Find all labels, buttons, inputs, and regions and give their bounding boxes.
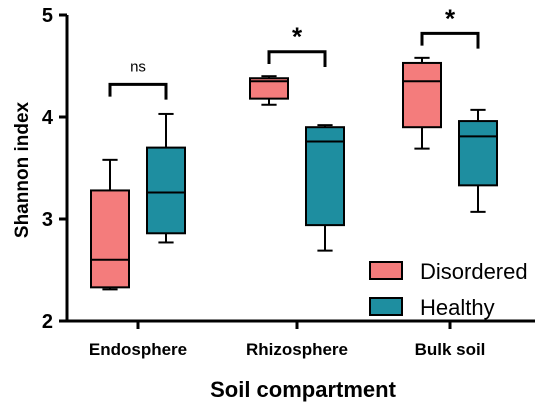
- significance-bracket: [108, 82, 168, 100]
- box-iqr: [305, 126, 345, 227]
- x-category-label: Endosphere: [89, 340, 187, 359]
- box-plots: [90, 56, 498, 291]
- y-tick-label: 3: [42, 209, 53, 231]
- box-healthy-2: [458, 108, 498, 213]
- y-tick-label: 5: [42, 5, 53, 27]
- legend-swatch-healthy: [369, 297, 403, 316]
- significance-bracket: [267, 50, 327, 68]
- significance-brackets: ns * *: [108, 3, 480, 100]
- box-disordered-2: [402, 56, 442, 150]
- x-axis-title: Soil compartment: [210, 377, 396, 402]
- legend-label-healthy: Healthy: [420, 295, 495, 320]
- y-axis-ticks: 2 3 4 5: [42, 5, 67, 333]
- box-disordered-1: [249, 75, 289, 106]
- legend-label-disordered: Disordered: [420, 259, 528, 284]
- legend: Disordered Healthy: [369, 259, 528, 320]
- box-iqr: [402, 61, 442, 129]
- box-iqr: [458, 120, 498, 187]
- significance-label: *: [445, 3, 456, 33]
- box-disordered-0: [90, 158, 130, 291]
- x-category-label: Bulk soil: [415, 340, 486, 359]
- box-iqr: [90, 189, 130, 289]
- x-axis-category-labels: Endosphere Rhizosphere Bulk soil: [89, 321, 486, 359]
- axes: [65, 15, 535, 323]
- significance-label: *: [292, 22, 303, 52]
- significance-bracket: [420, 31, 480, 49]
- box-healthy-1: [305, 124, 345, 252]
- box-iqr: [146, 146, 186, 235]
- significance-label: ns: [130, 58, 146, 75]
- y-axis-title: Shannon index: [12, 101, 33, 238]
- y-tick-label: 4: [42, 107, 54, 129]
- x-category-label: Rhizosphere: [246, 340, 348, 359]
- legend-swatch-disordered: [369, 261, 403, 280]
- y-tick-label: 2: [42, 311, 53, 333]
- box-iqr: [249, 77, 289, 100]
- box-healthy-0: [146, 112, 186, 244]
